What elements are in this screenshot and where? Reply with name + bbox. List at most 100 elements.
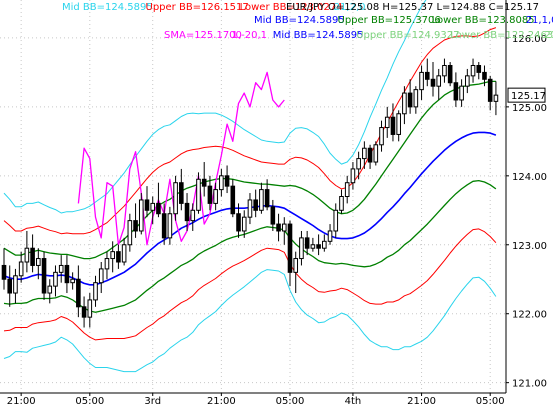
candle xyxy=(104,251,110,280)
candle xyxy=(127,213,133,252)
candle-body xyxy=(259,189,264,211)
candle xyxy=(167,206,173,245)
candle xyxy=(236,203,241,238)
legend-entry: Mid BB=124.5895 xyxy=(254,15,345,26)
legend-entry: Lower BB=123.0274 xyxy=(240,2,343,13)
candle-body xyxy=(121,244,127,263)
candle-body xyxy=(299,237,304,260)
candles xyxy=(1,58,499,328)
candle xyxy=(7,265,13,307)
candle xyxy=(453,72,459,107)
candle-body xyxy=(470,65,476,77)
candle-body xyxy=(367,147,373,163)
candle xyxy=(350,162,356,190)
candle xyxy=(459,79,464,107)
candle xyxy=(339,189,344,214)
candle-body xyxy=(476,65,482,73)
candle xyxy=(173,175,178,221)
candle xyxy=(13,268,18,304)
candle-body xyxy=(58,264,64,273)
candle-body xyxy=(333,209,339,232)
candle-body xyxy=(402,92,407,115)
candle xyxy=(213,182,218,211)
x-tick-label: 21:00 xyxy=(7,396,36,407)
y-tick-label: 125.00 xyxy=(512,103,547,114)
candle-body xyxy=(236,213,241,232)
candle xyxy=(70,272,75,290)
candle-body xyxy=(241,216,247,232)
candle-body xyxy=(442,65,447,77)
candle xyxy=(407,79,413,114)
series-line-upper-bb-3 xyxy=(3,0,427,214)
y-tick-label: 124.00 xyxy=(512,172,547,183)
candle xyxy=(299,230,304,266)
candle xyxy=(247,193,253,225)
candle xyxy=(138,193,144,235)
candle-body xyxy=(344,182,350,197)
candle-body xyxy=(247,199,253,218)
candle xyxy=(87,293,93,328)
candle xyxy=(190,203,196,231)
y-tick-label: 126.00 xyxy=(512,34,547,45)
candle-body xyxy=(453,82,459,101)
candle xyxy=(430,62,436,97)
candle-body xyxy=(350,168,356,184)
candle-body xyxy=(356,158,361,170)
series-line-upper-bb-2 xyxy=(3,27,497,235)
candle-body xyxy=(430,78,436,87)
candle xyxy=(287,220,293,287)
candle-body xyxy=(459,85,464,101)
candle-body xyxy=(41,258,47,294)
candle xyxy=(316,234,321,256)
candle xyxy=(201,162,207,197)
candle-body xyxy=(482,71,487,80)
candle xyxy=(219,168,224,197)
candle-body xyxy=(436,75,442,87)
last-price-label: 125.17 xyxy=(511,91,546,102)
candle xyxy=(310,237,316,252)
candle-body xyxy=(224,175,230,187)
candle xyxy=(150,196,156,225)
legend-entry: 21,2,0 xyxy=(334,2,366,13)
candle xyxy=(98,262,104,294)
candle-body xyxy=(184,202,190,222)
candle xyxy=(390,103,396,142)
candle-body xyxy=(419,71,424,91)
candle-body xyxy=(93,282,98,301)
candle-body xyxy=(413,89,419,108)
candle xyxy=(116,244,121,269)
candle-body xyxy=(304,237,310,249)
candle-body xyxy=(281,223,287,232)
candle xyxy=(179,168,184,211)
candle xyxy=(259,182,264,214)
x-tick-label: 21:00 xyxy=(207,396,236,407)
indicator-lines xyxy=(3,0,497,373)
candle-body xyxy=(190,209,196,222)
legend-entry: 21,1,0 xyxy=(526,15,553,26)
candle xyxy=(81,296,87,328)
candle xyxy=(58,255,64,283)
candle-body xyxy=(379,127,384,146)
candle xyxy=(333,203,339,238)
legend-entry: Mid BB=124.5895 xyxy=(273,30,364,41)
candle-body xyxy=(270,206,276,225)
candle xyxy=(133,203,138,238)
candle xyxy=(424,58,430,87)
candle xyxy=(230,179,236,218)
candle xyxy=(241,210,247,238)
candle xyxy=(413,86,419,114)
candle xyxy=(402,86,407,125)
candle-body xyxy=(293,258,299,273)
legend-entry: Upper BB=124.9327 xyxy=(356,30,459,41)
candle xyxy=(161,203,167,245)
candle-body xyxy=(322,240,327,249)
candle xyxy=(270,199,276,231)
x-tick-label: 05:00 xyxy=(75,396,104,407)
candle-body xyxy=(127,220,133,246)
candle xyxy=(53,265,58,297)
candle xyxy=(41,251,47,300)
candle-body xyxy=(53,271,58,287)
legend-entry: Upper BB=125.3706 xyxy=(338,15,441,26)
candle xyxy=(419,65,424,100)
